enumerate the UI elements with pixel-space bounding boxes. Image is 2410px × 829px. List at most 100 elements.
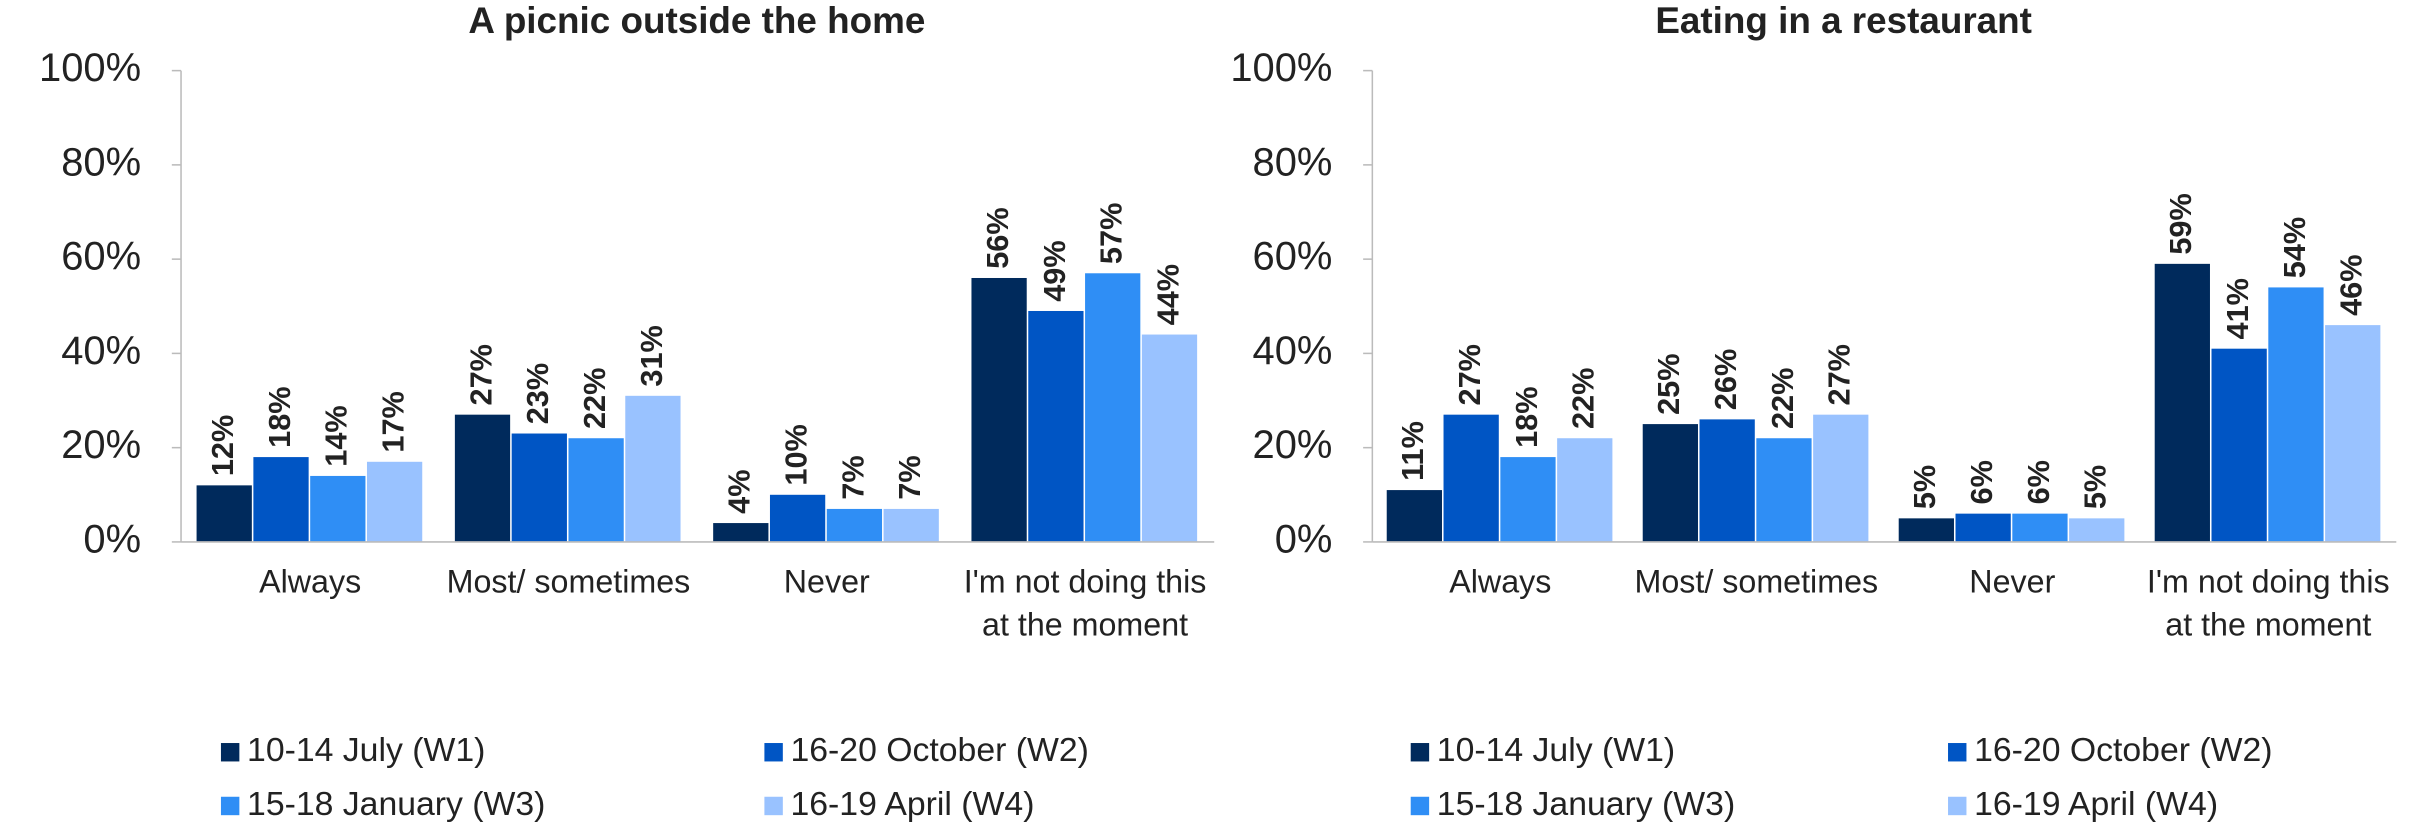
x-tick-label-box: Always [259,564,362,601]
legend-label: 16-19 April (W4) [1974,785,2218,823]
bar [2069,518,2125,542]
legend-label: 10-14 July (W1) [247,731,485,769]
value-label: 22% [1566,368,1601,429]
legend-label: 15-18 January (W3) [1437,785,1735,823]
legend-swatch [220,743,240,762]
value-label: 4% [722,469,757,513]
bar [454,414,511,542]
bar [1955,513,2011,542]
legend-swatch [1410,796,1430,816]
y-tick-label: 0% [83,517,141,561]
legend-swatch [1948,796,1967,816]
y-tick-label: 40% [61,329,141,373]
value-label: 18% [1509,386,1544,447]
bar [1028,310,1084,542]
y-tick-label: 0% [1275,517,1333,561]
value-label: 25% [1651,353,1686,414]
bar [253,457,309,542]
bar [1085,273,1141,542]
legend-label: 10-14 July (W1) [1437,731,1675,769]
bar [826,508,883,542]
legend-label: 16-20 October (W2) [1974,731,2272,769]
value-label: 31% [634,325,669,386]
value-label: 7% [835,455,870,499]
legend-swatch [764,796,783,816]
y-tick-label: 20% [61,423,141,467]
value-label: 17% [375,391,410,452]
value-label: 5% [1907,465,1942,509]
x-tick-label-box: Always [1449,564,1552,601]
y-tick-label: 20% [1253,423,1333,467]
bar [1813,414,1869,542]
bar [883,508,939,542]
bar [1642,424,1698,542]
bar [1699,419,1755,542]
x-tick-label: Always [259,564,362,601]
bar [366,461,423,542]
value-label: 27% [1452,344,1487,405]
value-label: 23% [520,363,555,424]
chart-title: Eating in a restaurant [1655,0,2032,41]
value-label: 18% [262,386,297,447]
bar [1500,457,1556,542]
y-tick-label: 100% [39,46,141,90]
bar [2325,325,2381,542]
x-tick-label: Always [1449,564,1552,601]
value-label: 14% [319,405,354,466]
y-tick-label: 60% [61,235,141,279]
legend-swatch [220,796,240,816]
x-tick-label-box: Never [784,565,870,600]
value-label: 6% [1964,460,1999,504]
y-tick-label: 100% [1230,46,1332,90]
bar [1557,438,1613,542]
bar [625,395,681,542]
value-label: 5% [2078,465,2113,509]
value-label: 7% [892,455,927,499]
x-tick-label: Most/ sometimes [1634,564,1879,601]
x-tick-label: I'm not doing this at the moment [963,564,1207,643]
y-tick-label: 80% [61,140,141,184]
bar [1443,414,1499,542]
bar [196,485,252,542]
value-label: 54% [2277,217,2312,278]
bar [1386,490,1442,542]
x-tick-label-box: I'm not doing this at the moment [963,564,1207,643]
legend-label: 16-20 October (W2) [791,731,1089,769]
x-tick-label: Never [1969,564,2056,601]
value-label: 44% [1150,264,1185,325]
x-tick-label-box: Most/ sometimes [446,564,691,601]
value-label: 59% [2163,193,2198,254]
bar [1898,518,1954,542]
value-label: 10% [778,424,813,485]
value-label: 27% [463,344,498,405]
y-tick-label: 40% [1253,329,1333,373]
bar [568,438,624,542]
x-tick-label-box: Most/ sometimes [1634,564,1879,601]
bar [1756,438,1812,542]
bar [511,433,567,542]
value-label: 11% [1395,421,1430,481]
bar [1141,334,1198,542]
x-tick-label-box: I'm not doing this at the moment [2146,564,2390,643]
legend-label: 16-19 April (W4) [791,785,1035,823]
legend-swatch [1410,743,1430,762]
value-label: 6% [2021,460,2056,504]
x-tick-label: Most/ sometimes [446,564,691,601]
x-tick-label-box: Never [1969,564,2056,601]
value-label: 46% [2334,254,2369,315]
value-label: 22% [577,368,612,429]
bar [310,475,366,542]
value-label: 22% [1765,368,1800,429]
value-label: 26% [1708,349,1743,410]
legend-swatch [1948,743,1967,762]
value-label: 56% [980,207,1015,268]
x-tick-label: I'm not doing this at the moment [2146,564,2390,643]
legend-swatch [764,743,783,762]
bar [769,494,826,542]
bar [971,277,1027,542]
value-label: 57% [1094,203,1129,264]
bar [2012,513,2068,542]
value-label: 12% [205,415,240,476]
